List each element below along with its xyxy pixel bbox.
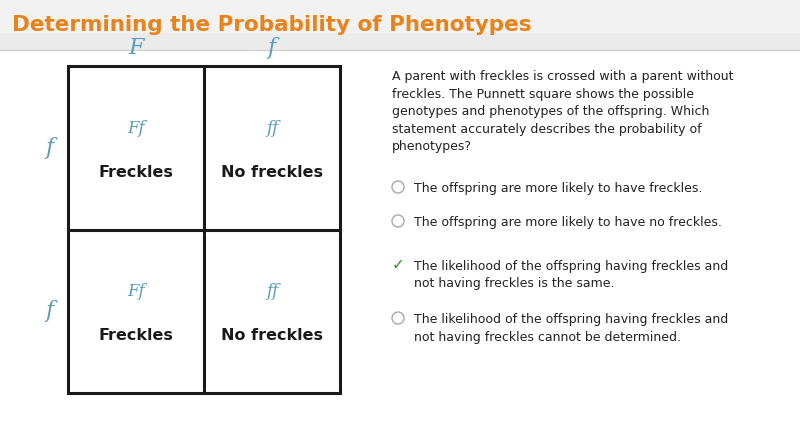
- Text: f: f: [268, 37, 276, 59]
- Text: ff: ff: [266, 120, 278, 137]
- Text: Ff: Ff: [127, 120, 145, 137]
- Text: Determining the Probability of Phenotypes: Determining the Probability of Phenotype…: [12, 15, 532, 35]
- Text: Ff: Ff: [127, 283, 145, 300]
- Text: ff: ff: [266, 283, 278, 300]
- Text: f: f: [46, 137, 54, 159]
- Text: The likelihood of the offspring having freckles and
not having freckles is the s: The likelihood of the offspring having f…: [414, 260, 728, 291]
- Circle shape: [392, 312, 404, 324]
- Bar: [68, 66, 340, 393]
- Text: A parent with freckles is crossed with a parent without
freckles. The Punnett sq: A parent with freckles is crossed with a…: [392, 70, 734, 153]
- Text: No freckles: No freckles: [221, 165, 323, 180]
- Bar: [0, 0, 800, 33]
- Text: The offspring are more likely to have no freckles.: The offspring are more likely to have no…: [414, 216, 722, 229]
- Text: No freckles: No freckles: [221, 328, 323, 343]
- Text: ✓: ✓: [392, 258, 404, 273]
- Text: F: F: [128, 37, 144, 59]
- Text: The likelihood of the offspring having freckles and
not having freckles cannot b: The likelihood of the offspring having f…: [414, 313, 728, 344]
- Circle shape: [392, 215, 404, 227]
- Circle shape: [392, 181, 404, 193]
- Text: f: f: [46, 300, 54, 322]
- Text: The offspring are more likely to have freckles.: The offspring are more likely to have fr…: [414, 182, 702, 195]
- Bar: [0, 0, 800, 50]
- Text: Freckles: Freckles: [98, 328, 174, 343]
- Text: Freckles: Freckles: [98, 165, 174, 180]
